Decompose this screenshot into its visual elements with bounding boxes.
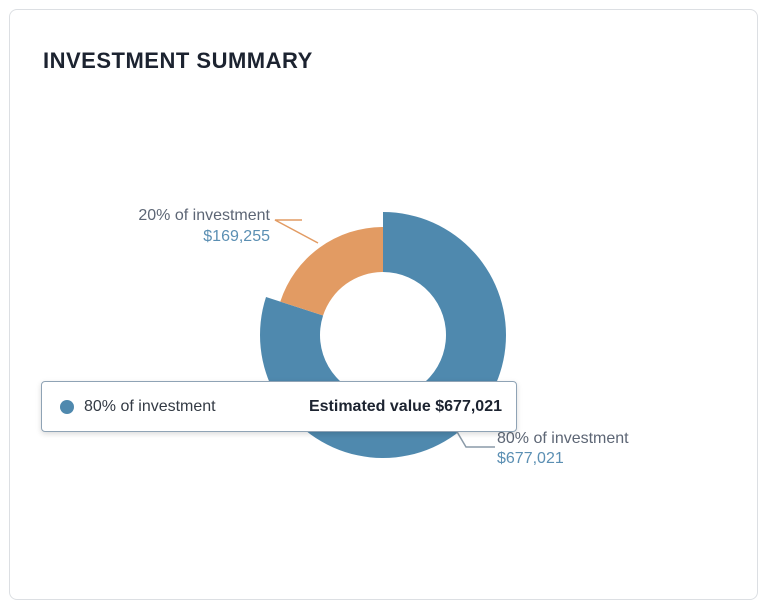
leader-line-20 bbox=[274, 219, 319, 244]
label-80-name: 80% of investment bbox=[497, 430, 629, 447]
series-dot-icon bbox=[60, 400, 74, 414]
label-20-value: $169,255 bbox=[203, 228, 270, 245]
tooltip-label: 80% of investment bbox=[84, 398, 216, 415]
slice-20-percent[interactable] bbox=[280, 227, 383, 316]
chart-tooltip: 80% of investment Estimated value $677,0… bbox=[41, 381, 517, 432]
label-80-value: $677,021 bbox=[497, 450, 564, 467]
label-20-name: 20% of investment bbox=[138, 207, 270, 224]
card-title: INVESTMENT SUMMARY bbox=[43, 48, 313, 73]
investment-summary-card: INVESTMENT SUMMARY bbox=[9, 9, 758, 600]
tooltip-value: Estimated value $677,021 bbox=[308, 398, 502, 415]
